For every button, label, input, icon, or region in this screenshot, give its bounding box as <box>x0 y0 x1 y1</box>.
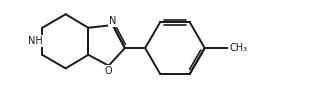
Text: N: N <box>109 16 116 26</box>
Text: O: O <box>104 66 112 76</box>
Text: CH₃: CH₃ <box>229 43 247 53</box>
Text: NH: NH <box>28 36 43 46</box>
